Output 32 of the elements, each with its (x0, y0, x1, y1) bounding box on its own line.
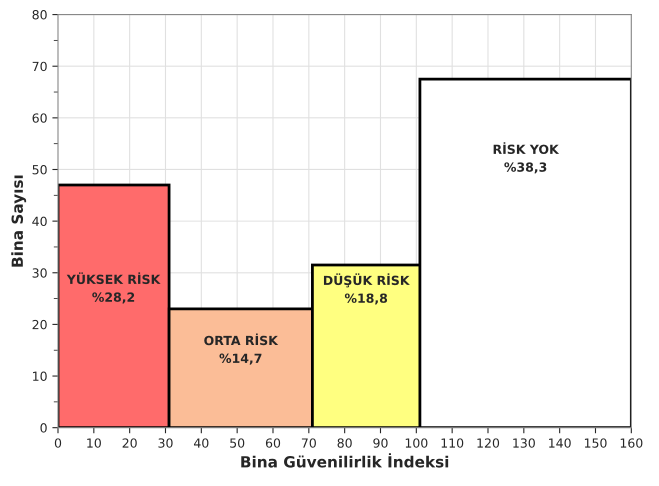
y-tick-label: 0 (40, 423, 47, 433)
x-tick-label: 130 (513, 438, 535, 448)
x-tick-label: 10 (87, 438, 101, 448)
annotation: RİSK YOK %38,3 (494, 142, 560, 174)
y-tick-label: 70 (32, 62, 47, 72)
x-tick-label: 140 (549, 438, 571, 448)
x-tick-label: 80 (338, 438, 352, 448)
x-tick-label: 160 (620, 438, 642, 448)
x-tick-label: 0 (54, 438, 62, 448)
y-tick-label: 80 (32, 10, 47, 20)
x-tick-label: 70 (302, 438, 316, 448)
x-tick-label: 30 (158, 438, 173, 448)
x-tick-label: 110 (442, 438, 464, 448)
y-axis-title: Bina Sayısı (11, 176, 26, 267)
x-axis-title: Bina Güvenilirlik İndeksi (241, 453, 448, 468)
y-tick-label: 40 (32, 216, 47, 226)
x-tick-label: 20 (122, 438, 137, 448)
y-tick-label: 60 (32, 113, 47, 123)
x-tick-label: 60 (266, 438, 280, 448)
x-tick-label: 50 (230, 438, 244, 448)
x-tick-label: 90 (373, 438, 388, 448)
annotation: DÜŞÜK RİSK %18,8 (324, 273, 410, 304)
annotation: ORTA RİSK %14,7 (204, 333, 278, 365)
x-tick-label: 100 (406, 438, 428, 448)
annotation: YÜKSEK RİSK %28,2 (66, 272, 161, 304)
y-tick-label: 30 (32, 268, 47, 278)
x-tick-label: 120 (477, 438, 500, 448)
x-tick-label: 150 (584, 438, 607, 448)
x-tick-label: 40 (194, 438, 208, 448)
y-tick-label: 50 (32, 164, 47, 174)
y-tick-label: 10 (33, 372, 47, 381)
y-tick-label: 20 (32, 320, 47, 330)
